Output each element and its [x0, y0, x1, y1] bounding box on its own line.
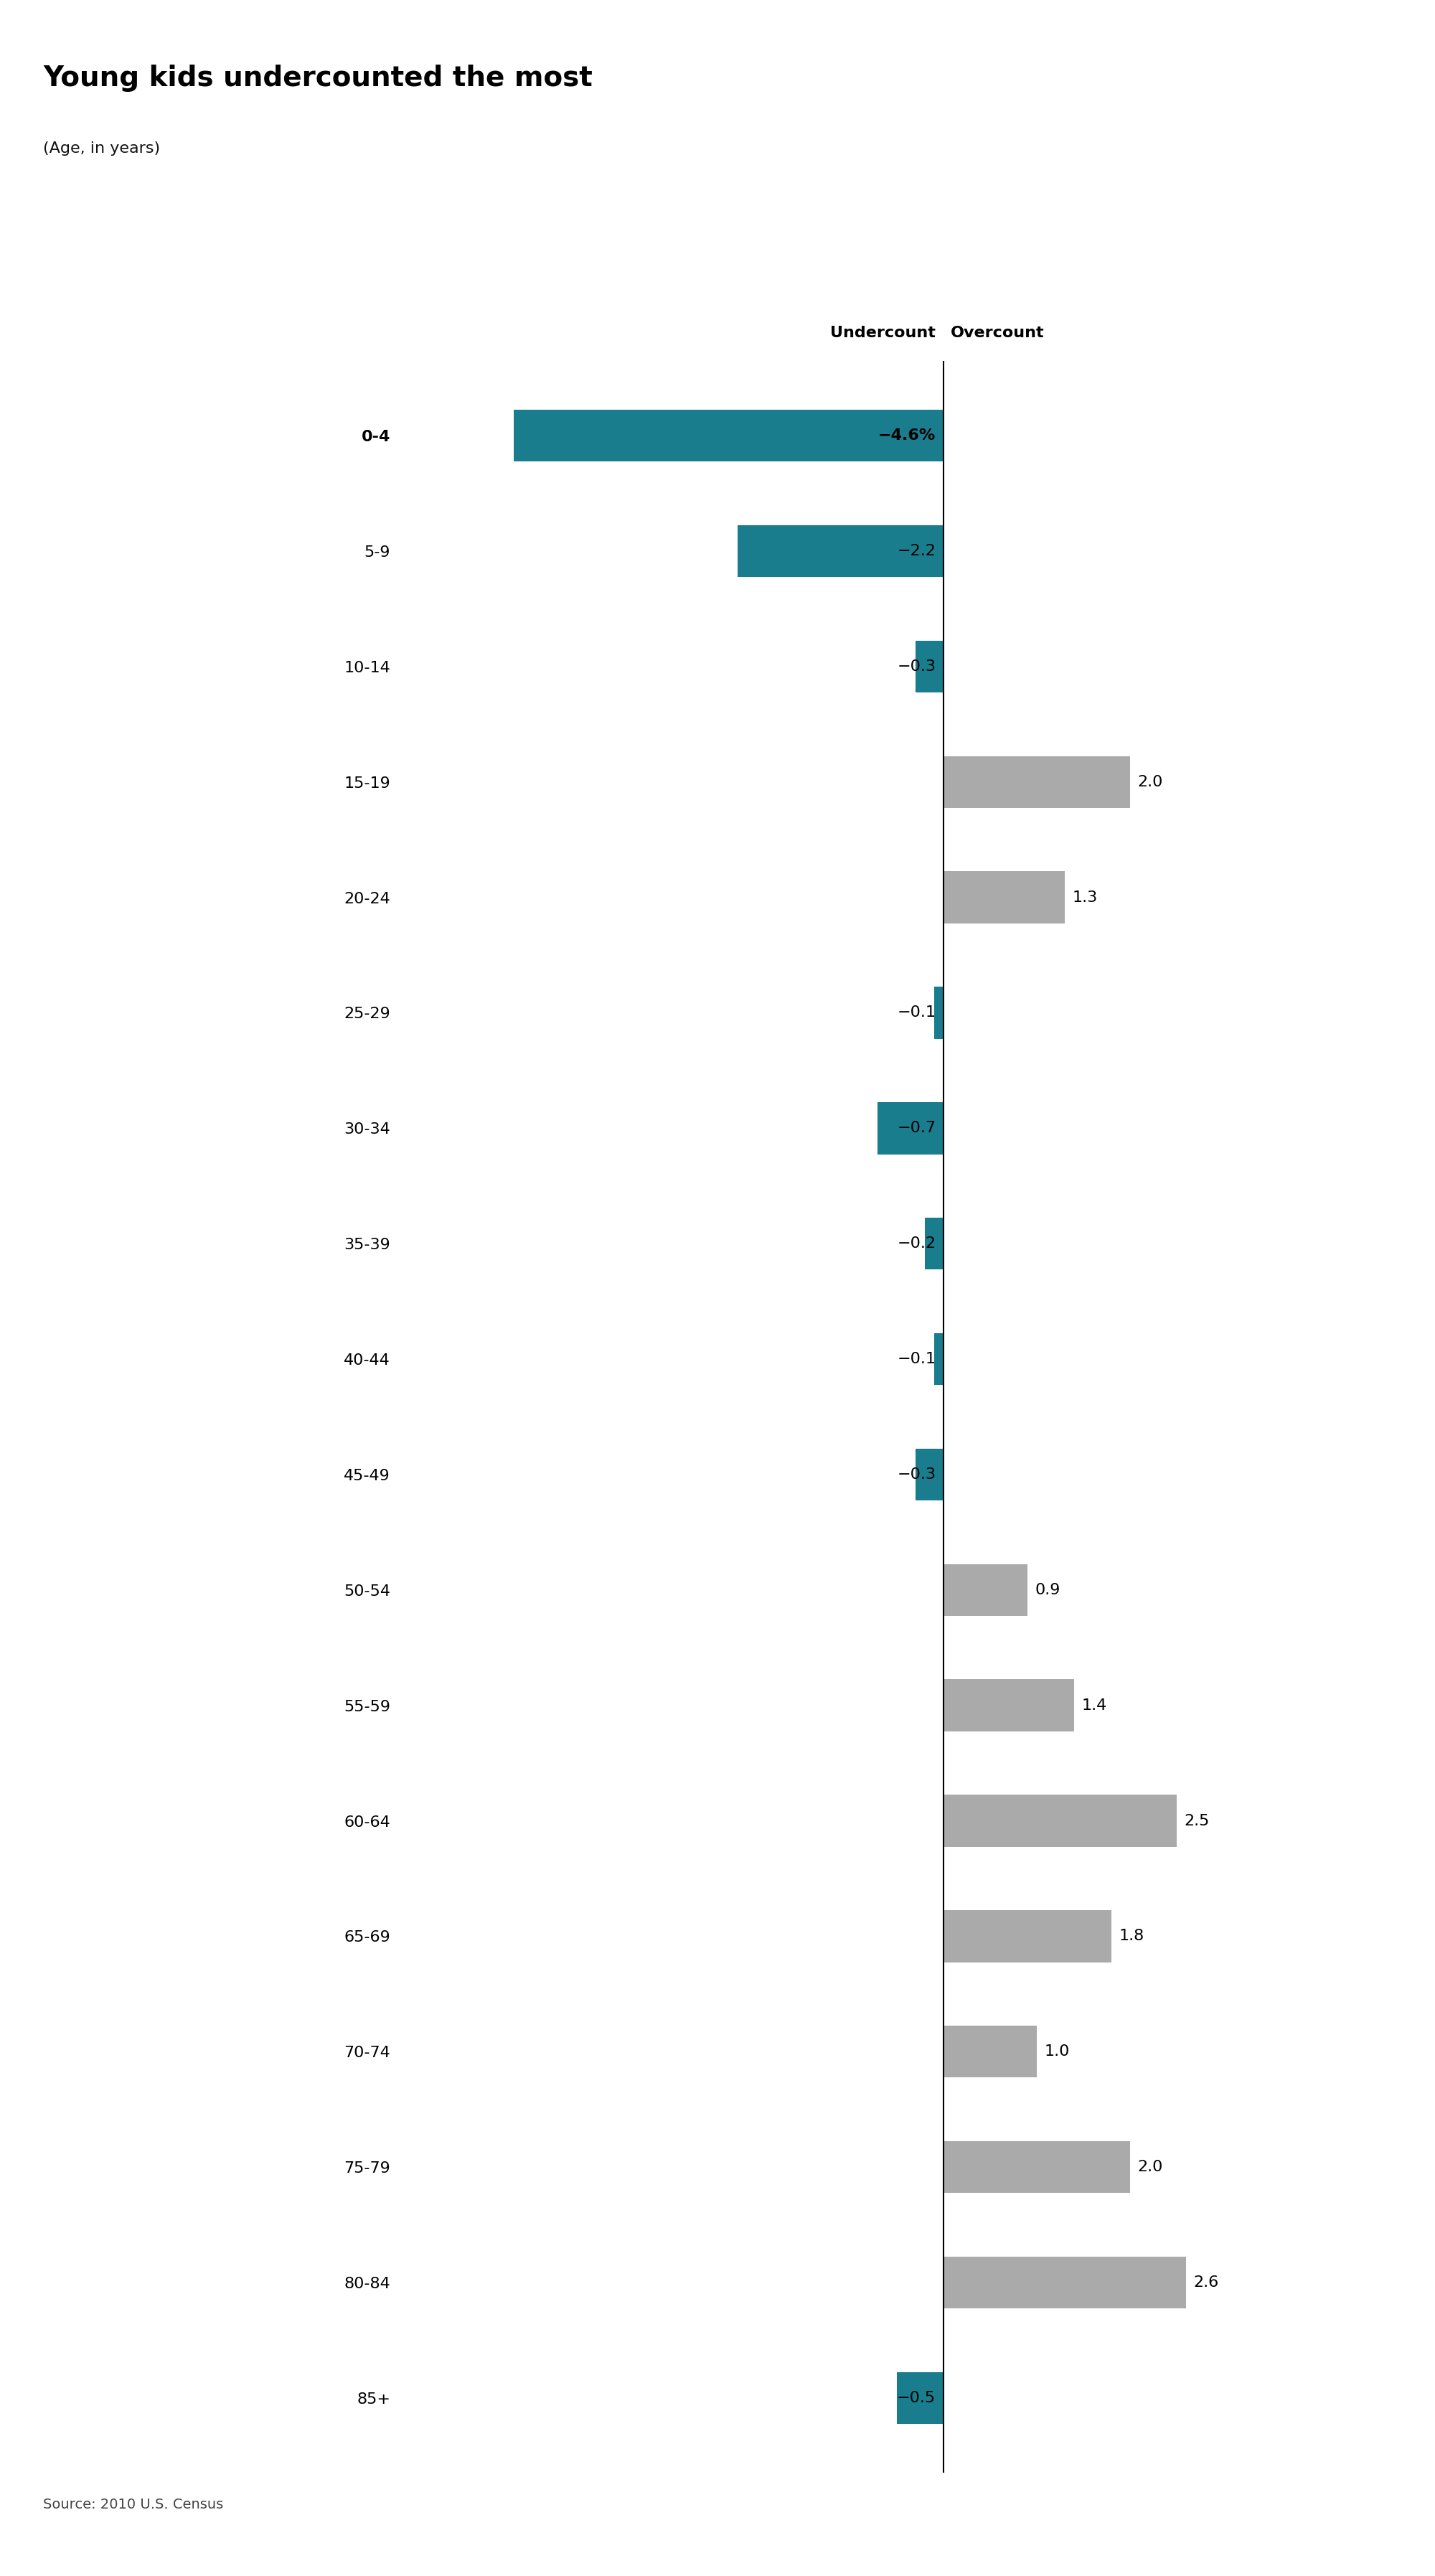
Bar [943, 1795, 1177, 1847]
Bar [943, 1911, 1111, 1963]
Bar [514, 410, 943, 461]
Text: 1.4: 1.4 [1082, 1698, 1106, 1713]
Text: −0.1: −0.1 [897, 1005, 936, 1020]
Text: 2.6: 2.6 [1194, 2275, 1218, 2290]
Text: 0.9: 0.9 [1035, 1582, 1060, 1597]
Text: −2.2: −2.2 [897, 544, 936, 559]
Bar [943, 1564, 1027, 1615]
Text: 2.5: 2.5 [1184, 1814, 1210, 1829]
Text: 2.0: 2.0 [1138, 2159, 1162, 2174]
Bar [934, 1334, 943, 1386]
Bar [943, 1680, 1073, 1731]
Text: Undercount: Undercount [831, 327, 936, 340]
Text: (Age, in years): (Age, in years) [43, 142, 161, 157]
Bar [943, 2141, 1129, 2192]
Text: −0.7: −0.7 [897, 1121, 936, 1136]
Bar [924, 1218, 943, 1270]
Text: 1.8: 1.8 [1119, 1929, 1144, 1942]
Bar [916, 1448, 943, 1499]
Bar [934, 987, 943, 1038]
Text: −0.5: −0.5 [897, 2391, 936, 2406]
Bar [943, 871, 1065, 922]
Bar [943, 2257, 1185, 2308]
Text: 1.3: 1.3 [1072, 891, 1098, 904]
Bar [916, 641, 943, 693]
Text: Source: 2010 U.S. Census: Source: 2010 U.S. Census [43, 2499, 224, 2512]
Text: Young kids undercounted the most: Young kids undercounted the most [43, 64, 593, 93]
Text: −0.3: −0.3 [897, 659, 936, 675]
Bar [943, 2025, 1036, 2079]
Text: 1.0: 1.0 [1045, 2045, 1069, 2058]
Bar [878, 1103, 943, 1154]
Text: −0.2: −0.2 [897, 1236, 936, 1252]
Bar [897, 2372, 943, 2424]
Text: −0.1: −0.1 [897, 1352, 936, 1365]
Text: −0.3: −0.3 [897, 1468, 936, 1481]
Bar [943, 755, 1129, 809]
Text: 2.0: 2.0 [1138, 775, 1162, 788]
Bar [738, 526, 943, 577]
Text: −4.6%: −4.6% [878, 428, 936, 443]
Text: Overcount: Overcount [950, 327, 1045, 340]
